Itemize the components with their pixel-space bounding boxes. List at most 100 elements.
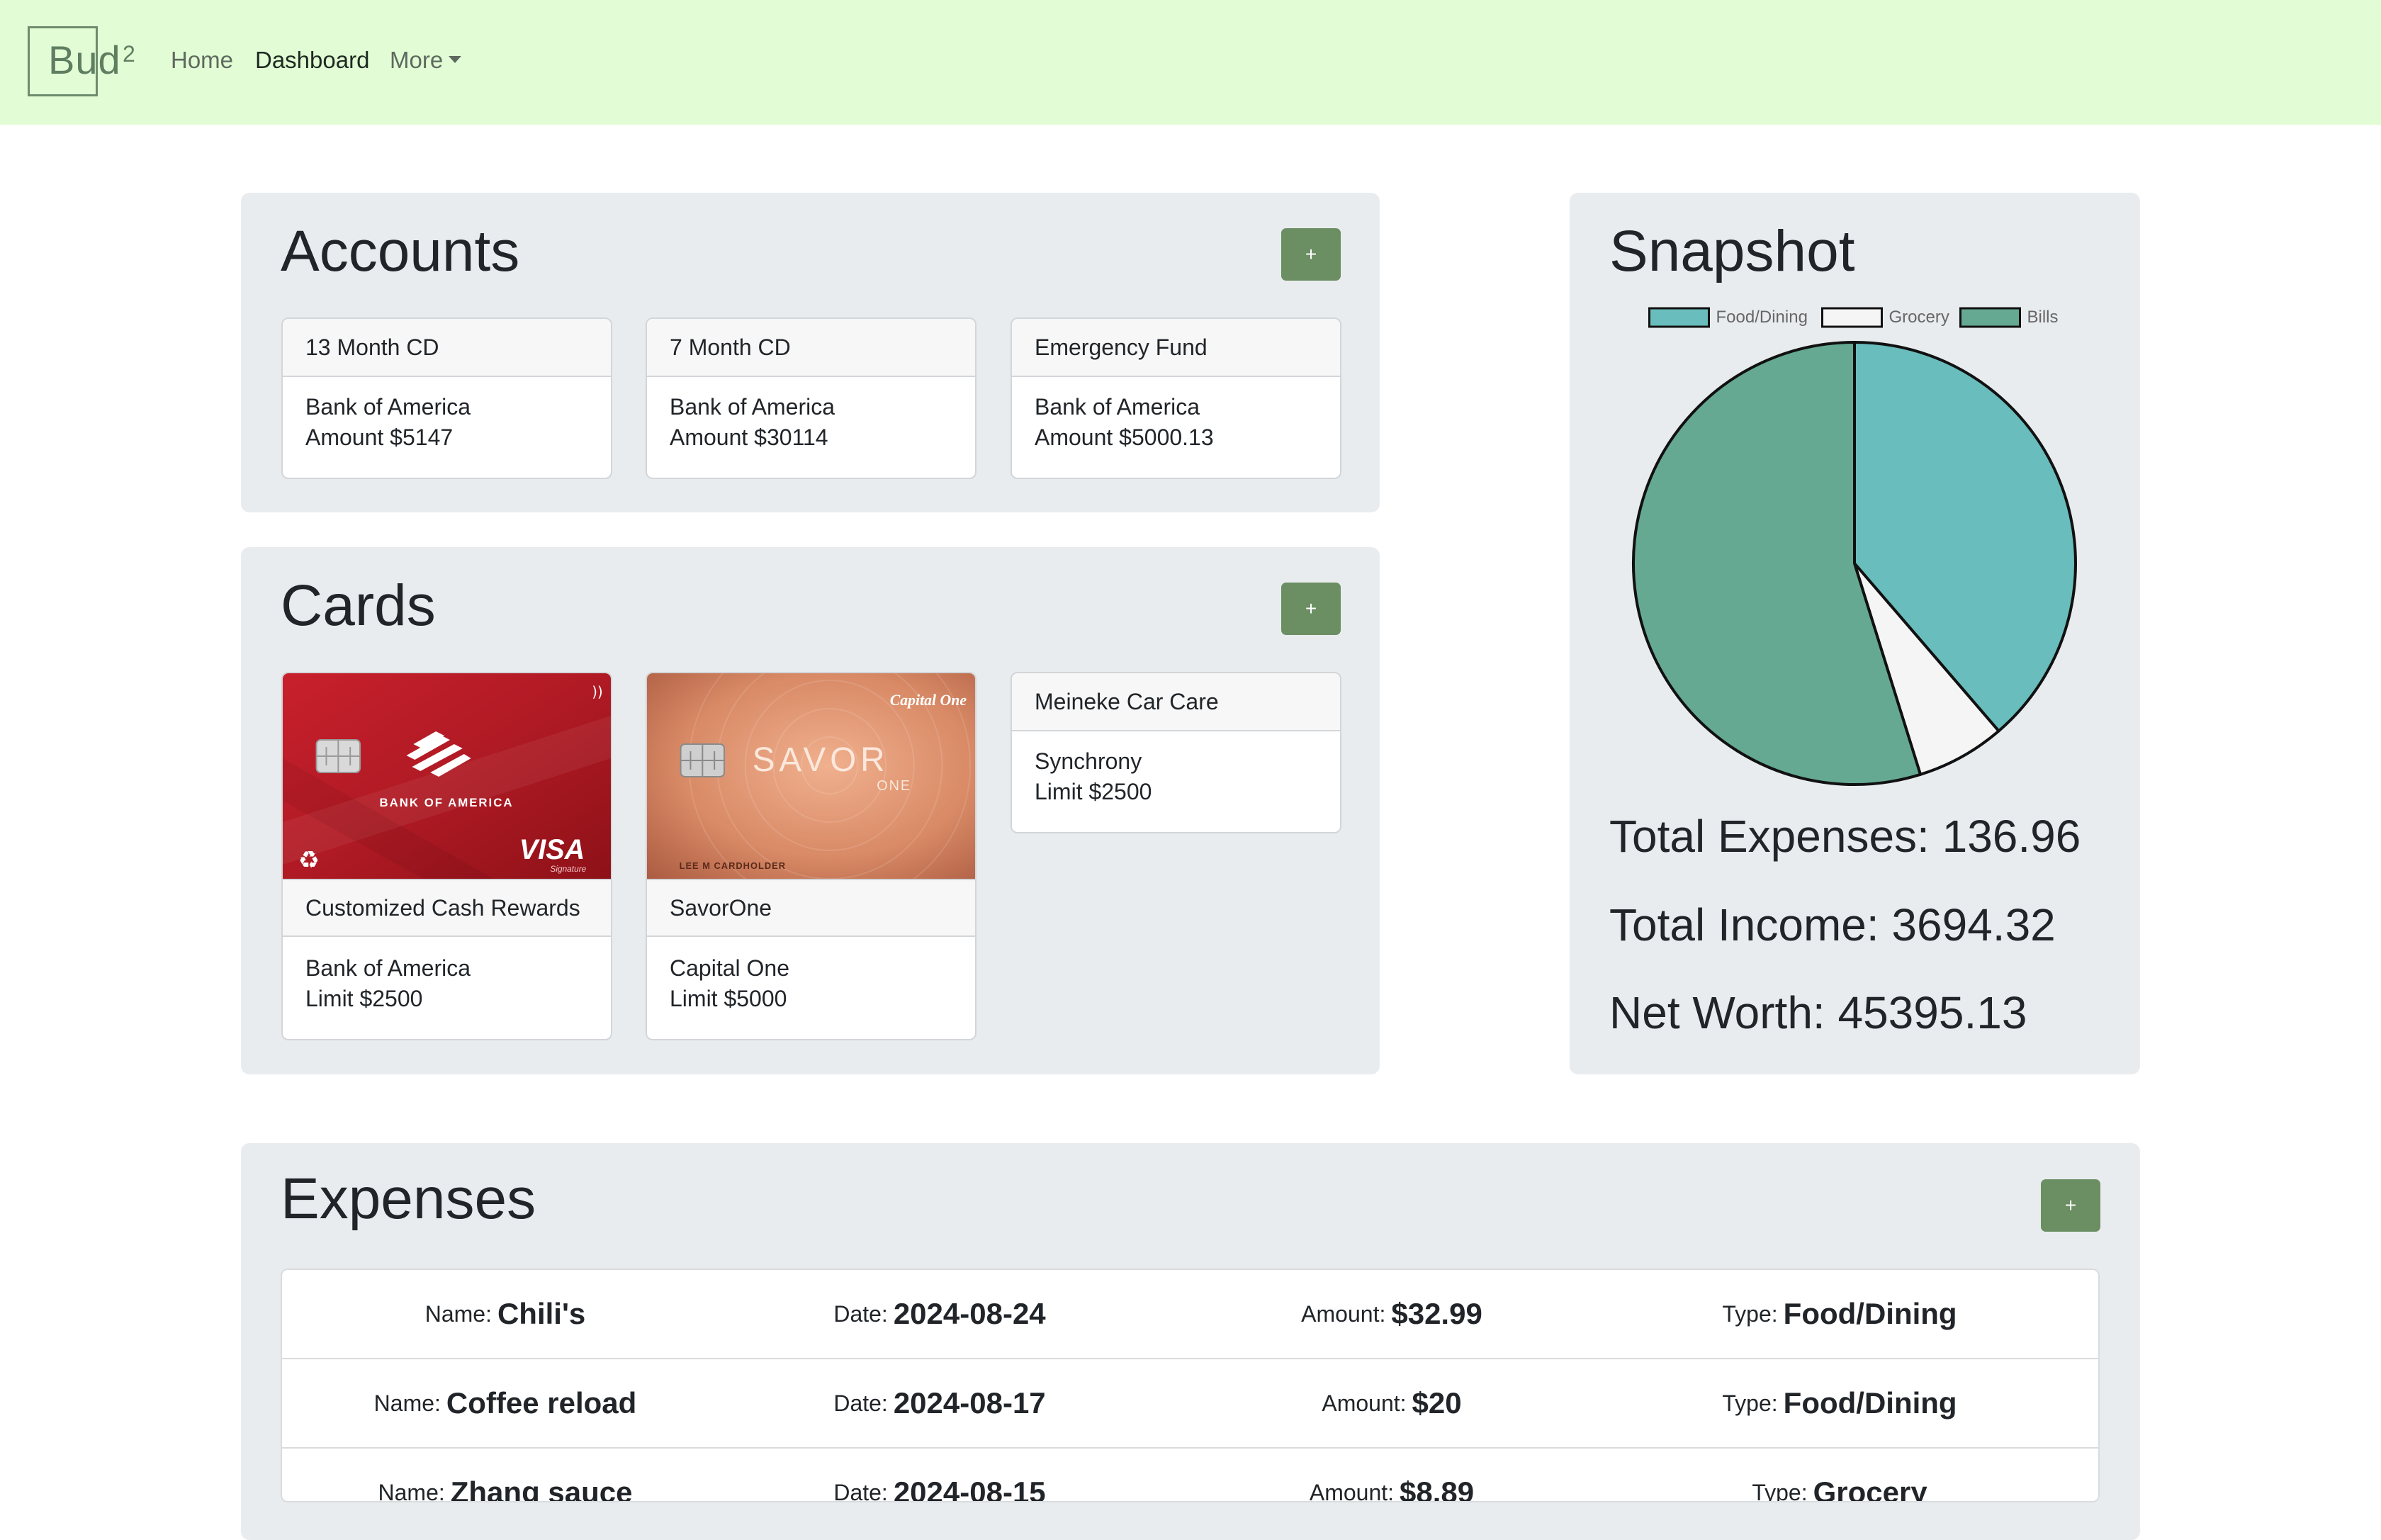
card-issuer: Bank of America (305, 955, 471, 981)
card-details: Bank of America Limit $2500 (305, 953, 471, 1014)
card-issuer: Capital One (670, 955, 789, 981)
card-name: Customized Cash Rewards (283, 879, 611, 937)
expense-row[interactable]: Name: Zhang sauce Date: 2024-08-15 Amount:… (282, 1449, 2098, 1502)
expense-type-label: Type: (1752, 1479, 1808, 1502)
credit-card[interactable]: Capital One SAVOR ONE LEE M CARDHOLDER S… (646, 672, 976, 1040)
legend-label: Bills (2027, 308, 2059, 327)
expense-amount-cell: Amount: $32.99 (1301, 1270, 1482, 1358)
expenses-title: Expenses (281, 1167, 536, 1231)
account-details: Bank of America Amount $5000.13 (1035, 392, 1214, 453)
nav-home-link[interactable]: Home (171, 47, 234, 73)
brand-logo-box[interactable] (28, 26, 98, 96)
expense-name-label: Name: (373, 1390, 441, 1416)
credit-card[interactable]: Meineke Car Care Synchrony Limit $2500 (1011, 672, 1341, 833)
expense-amount-cell: Amount: $8.89 (1309, 1449, 1475, 1502)
expense-name: Chili's (497, 1297, 586, 1330)
expense-date: 2024-08-17 (893, 1386, 1046, 1420)
card-limit: Limit $2500 (1035, 779, 1152, 804)
account-details: Bank of America Amount $5147 (305, 392, 471, 453)
account-card[interactable]: 13 Month CD Bank of America Amount $5147 (281, 317, 612, 479)
cards-panel: Cards + BANK OF AMERICA (241, 547, 1380, 1074)
expense-date: 2024-08-24 (893, 1297, 1046, 1330)
expense-type-cell: Type: Food/Dining (1722, 1270, 1957, 1358)
account-details: Bank of America Amount $30114 (670, 392, 835, 453)
card-name: SavorOne (647, 879, 975, 937)
total-expenses: Total Expenses: 136.96 (1609, 811, 2081, 862)
accounts-title: Accounts (281, 219, 520, 283)
expense-amount: $32.99 (1391, 1297, 1482, 1330)
savor-one-text: ONE (877, 778, 911, 794)
expense-date-cell: Date: 2024-08-15 (833, 1449, 1046, 1502)
expense-name-label: Name: (378, 1479, 445, 1502)
legend-swatch (1821, 307, 1883, 328)
account-bank: Bank of America (305, 394, 471, 420)
legend-item-food-dining[interactable]: Food/Dining (1648, 307, 1808, 328)
capital-one-logo-text: Capital One (890, 691, 967, 709)
recycle-icon: ♻ (298, 846, 320, 874)
cards-title: Cards (281, 573, 436, 638)
account-bank: Bank of America (670, 394, 835, 420)
legend-label: Food/Dining (1716, 308, 1808, 327)
expense-type-cell: Type: Food/Dining (1722, 1359, 1957, 1447)
cardholder-name-text: LEE M CARDHOLDER (680, 860, 786, 871)
expense-type: Food/Dining (1783, 1297, 1957, 1330)
account-card[interactable]: 7 Month CD Bank of America Amount $30114 (646, 317, 976, 479)
chevron-down-icon (449, 56, 462, 64)
add-account-button[interactable]: + (1281, 228, 1341, 281)
expense-type: Food/Dining (1783, 1386, 1957, 1420)
card-details: Synchrony Limit $2500 (1035, 746, 1152, 807)
expense-list: Name: Chili's Date: 2024-08-24 Amount: $32.… (281, 1269, 2100, 1502)
account-card[interactable]: Emergency Fund Bank of America Amount $5… (1011, 317, 1341, 479)
savor-product-text: SAVOR (753, 741, 889, 779)
nav-more-dropdown[interactable]: More (390, 47, 462, 74)
add-card-button[interactable]: + (1281, 583, 1341, 635)
nav-more-label: More (390, 47, 444, 73)
accounts-panel: Accounts + 13 Month CD Bank of America A… (241, 193, 1380, 512)
expense-date-label: Date: (833, 1300, 888, 1327)
contactless-icon: )) (592, 684, 602, 700)
add-expense-button[interactable]: + (2041, 1179, 2100, 1232)
brand-logo-superscript[interactable]: 2 (123, 41, 135, 67)
expense-date-cell: Date: 2024-08-17 (833, 1359, 1045, 1447)
nav-dashboard-link[interactable]: Dashboard (255, 47, 370, 73)
expense-amount-cell: Amount: $20 (1322, 1359, 1461, 1447)
expense-date-label: Date: (833, 1390, 888, 1416)
savorone-card-image: Capital One SAVOR ONE LEE M CARDHOLDER (647, 673, 975, 879)
brand-logo-text[interactable]: Bud (48, 38, 121, 82)
expense-amount-label: Amount: (1309, 1479, 1395, 1502)
expense-amount-label: Amount: (1322, 1390, 1407, 1416)
legend-swatch (1648, 307, 1710, 328)
expense-amount-label: Amount: (1301, 1300, 1386, 1327)
expense-date-label: Date: (833, 1479, 888, 1502)
expense-name: Coffee reload (446, 1386, 637, 1420)
card-limit: Limit $2500 (305, 986, 423, 1011)
expense-date-cell: Date: 2024-08-24 (833, 1270, 1045, 1358)
account-bank: Bank of America (1035, 394, 1200, 420)
card-name: Meineke Car Care (1012, 673, 1340, 731)
expense-name-cell: Name: Coffee reload (374, 1359, 637, 1447)
expense-name: Zhang sauce (450, 1476, 633, 1502)
expense-row[interactable]: Name: Chili's Date: 2024-08-24 Amount: $32.… (282, 1270, 2098, 1359)
expense-pie-chart: Food/Dining Grocery Bills (1632, 307, 2077, 786)
legend-item-bills[interactable]: Bills (1959, 307, 2059, 328)
pie-slice-food-dining[interactable] (1853, 341, 2077, 733)
account-amount: Amount $30114 (670, 425, 828, 450)
expense-amount: $8.89 (1400, 1476, 1475, 1502)
expense-name-cell: Name: Zhang sauce (378, 1449, 633, 1502)
expense-name-cell: Name: Chili's (425, 1270, 586, 1358)
card-details: Capital One Limit $5000 (670, 953, 789, 1014)
expense-row[interactable]: Name: Coffee reload Date: 2024-08-17 Amoun… (282, 1359, 2098, 1449)
account-amount: Amount $5000.13 (1035, 425, 1214, 450)
account-name: Emergency Fund (1012, 319, 1340, 377)
expense-date: 2024-08-15 (893, 1476, 1046, 1502)
account-amount: Amount $5147 (305, 425, 454, 450)
account-name: 13 Month CD (283, 319, 611, 377)
account-name: 7 Month CD (647, 319, 975, 377)
pie-slice-bills[interactable] (1632, 341, 1923, 786)
total-income: Total Income: 3694.32 (1609, 899, 2056, 950)
legend-swatch (1959, 307, 2021, 328)
pie-slice-grocery[interactable] (1853, 562, 2000, 776)
credit-card[interactable]: BANK OF AMERICA VISA Signature ♻ )) Cust… (281, 672, 612, 1040)
legend-item-grocery[interactable]: Grocery (1821, 307, 1949, 328)
legend-label: Grocery (1889, 308, 1949, 327)
